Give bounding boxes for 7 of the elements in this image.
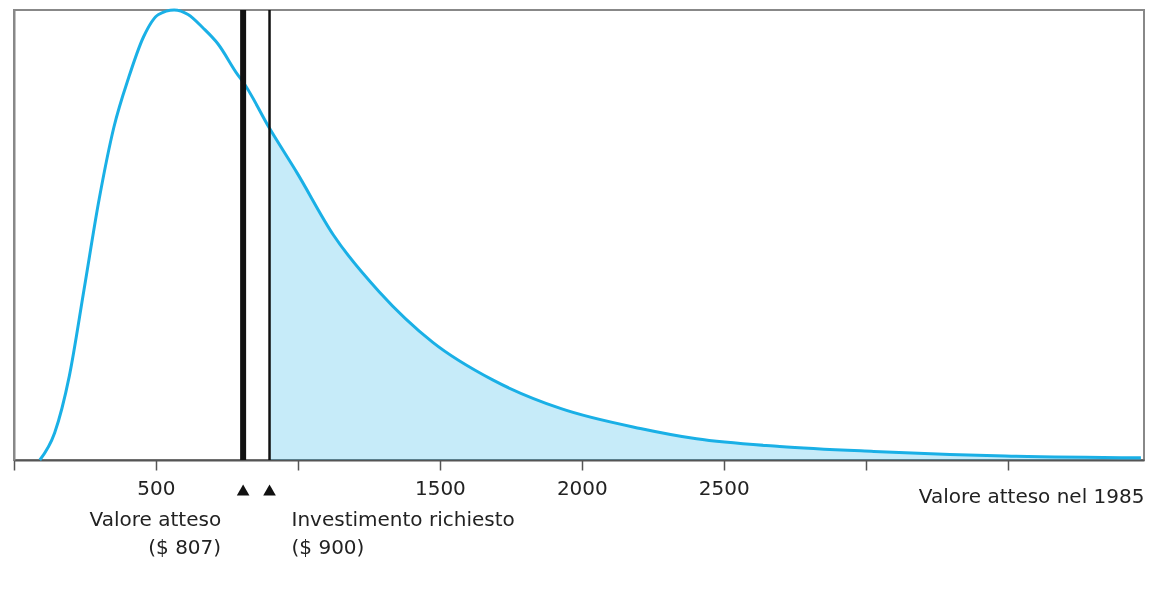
x-tick-label: 500	[137, 475, 176, 500]
x-axis-title: Valore atteso nel 1985	[918, 483, 1145, 508]
x-tick-label: 2000	[556, 475, 608, 500]
ref-line-label: Investimento richiesto ($ 900)	[291, 507, 515, 559]
x-tick-label: 1500	[414, 475, 466, 500]
x-tick-label: 2500	[698, 475, 750, 500]
ref-line-label: Valore atteso ($ 807)	[89, 507, 222, 559]
